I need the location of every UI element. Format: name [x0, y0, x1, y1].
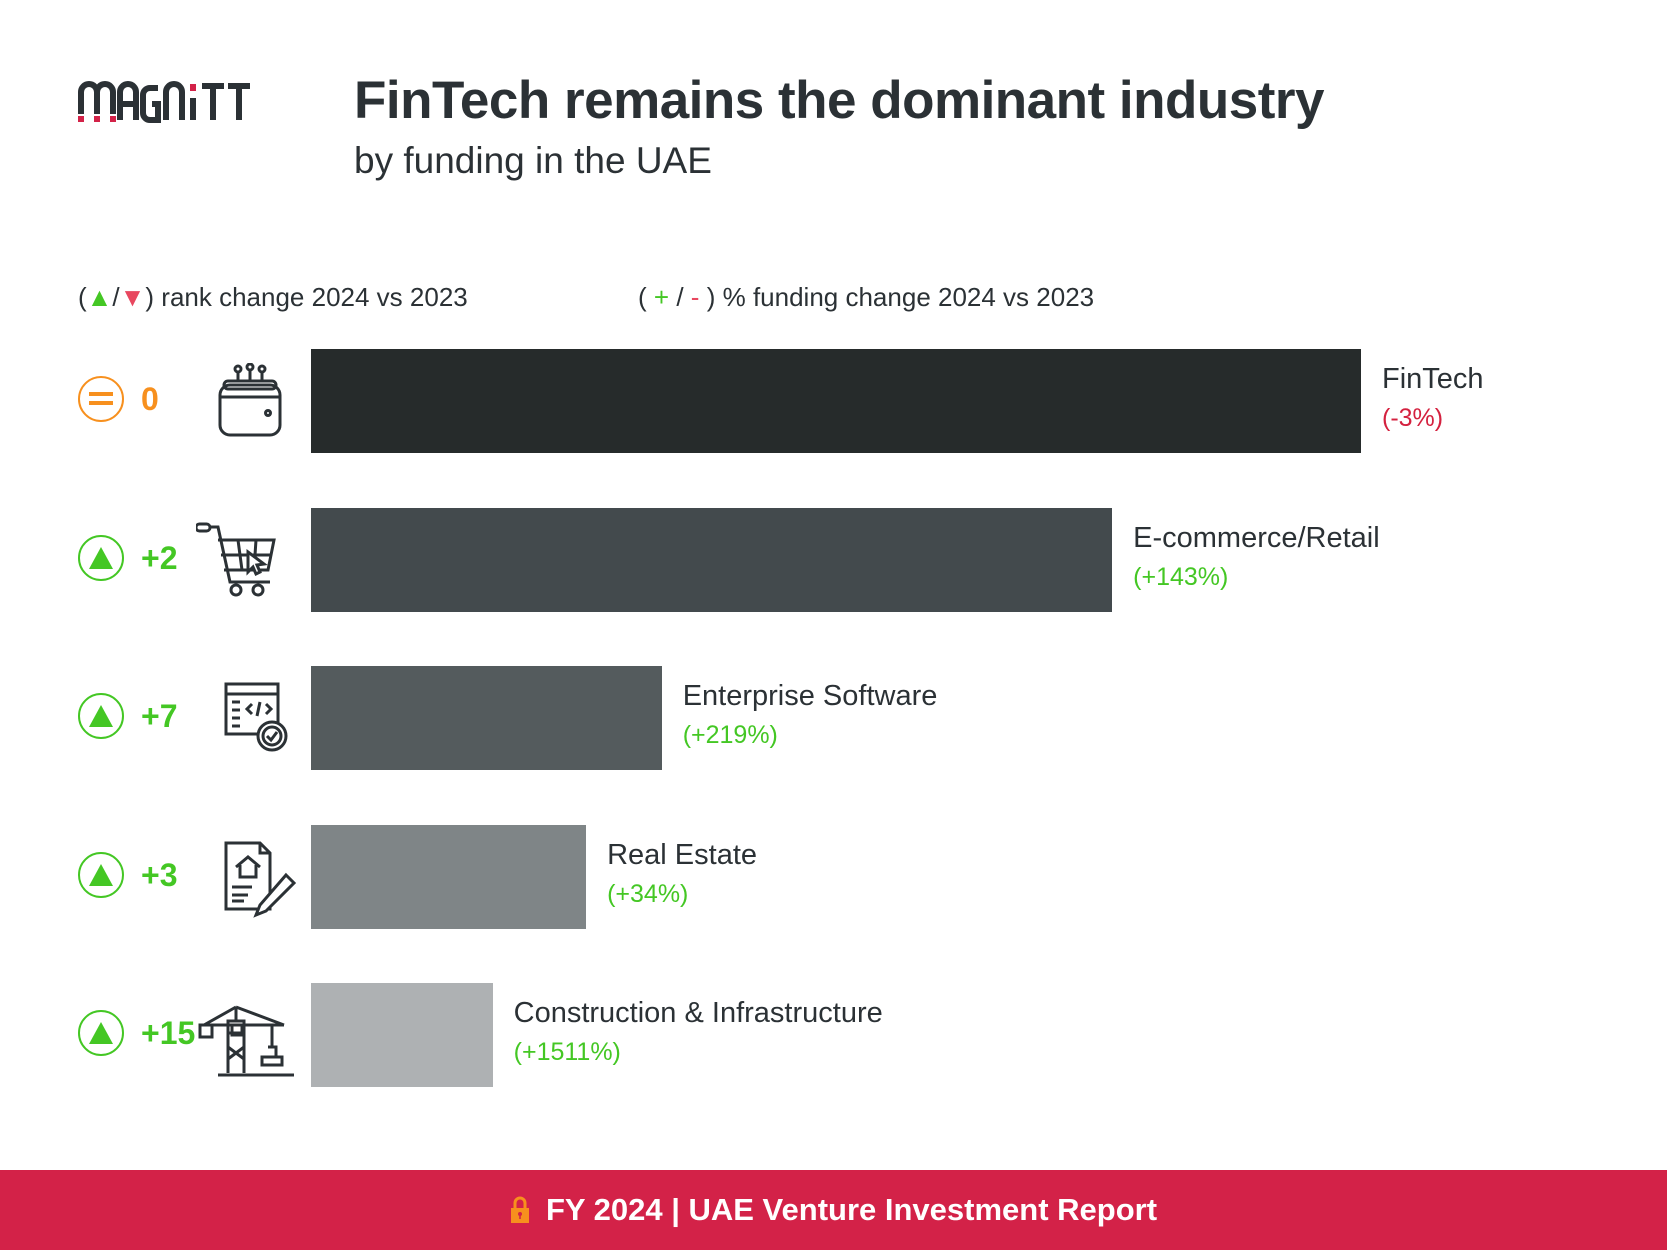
bar-row: +2 E-commerce/Retail (+143%) [0, 507, 1667, 612]
shopping-cart-icon [196, 522, 276, 596]
legend-funding-change: ( + / - ) % funding change 2024 vs 2023 [638, 282, 1094, 313]
rank-up-icon [78, 851, 124, 898]
magnitt-logo [78, 81, 250, 123]
rank-change-label: +7 [141, 698, 178, 734]
category-label: Real Estate [607, 838, 758, 871]
down-triangle-icon: ▼ [119, 282, 146, 312]
funding-change-label: (+143%) [1133, 562, 1229, 591]
bar-row: +15 Construction & Infrastructure (+1511%) [0, 983, 1667, 1087]
rank-change-label: +15 [141, 1015, 196, 1051]
legend-rank-change: (▲/▼) rank change 2024 vs 2023 [78, 282, 468, 313]
bar-row: 0 FinTech (-3%) [0, 349, 1667, 453]
funding-change-label: (+219%) [682, 721, 778, 749]
legend-sep: / [676, 282, 684, 312]
legend-rank-text: rank change 2024 vs 2023 [161, 282, 468, 312]
lock-icon [510, 1196, 529, 1223]
rank-up-icon [78, 534, 124, 581]
rank-equal-icon [78, 376, 124, 422]
funding-change-label: (-3%) [1382, 404, 1444, 432]
footer-text: FY 2024 | UAE Venture Investment Report [545, 1192, 1158, 1227]
bar [311, 507, 1113, 612]
bar-label: Enterprise Software (+219%) [683, 680, 938, 750]
page-subtitle: by funding in the UAE [354, 140, 712, 181]
bar-label: FinTech (-3%) [1382, 363, 1484, 433]
rank-up-icon [78, 693, 124, 739]
category-label: Construction & Infrastructure [513, 997, 883, 1029]
legend-paren: ) [706, 282, 716, 312]
up-triangle-icon: ▲ [86, 282, 113, 312]
bar-label: E-commerce/Retail (+143%) [1133, 522, 1380, 592]
rank-up-icon [78, 1010, 124, 1056]
funding-change-label: (+1511%) [513, 1038, 621, 1066]
bar-label: Real Estate (+34%) [607, 839, 757, 909]
bar-row: +3 Real Estate (+34%) [0, 824, 1667, 929]
funding-change-label: (+34%) [607, 879, 689, 908]
bar-label: Construction & Infrastructure (+1511%) [514, 997, 883, 1067]
legend-minus: - [690, 282, 700, 312]
legend-paren: ( [78, 282, 87, 312]
legend-sep: / [112, 282, 120, 312]
real-estate-contract-icon [224, 841, 297, 918]
legend-paren: ( [638, 282, 647, 312]
bar [311, 983, 493, 1087]
legend-funding-text: % funding change 2024 vs 2023 [722, 282, 1095, 312]
category-label: E-commerce/Retail [1133, 521, 1380, 554]
rank-change-label: +2 [141, 539, 178, 576]
rank-change-label: +3 [141, 856, 178, 893]
bar-row: +7 Enterprise Software (+219%) [0, 666, 1667, 770]
bar [311, 666, 662, 770]
digital-wallet-icon [218, 363, 282, 437]
bar [311, 824, 587, 929]
footer-banner: FY 2024 | UAE Venture Investment Report [0, 1170, 1667, 1250]
bar [311, 349, 1361, 453]
software-code-icon [224, 682, 288, 752]
legend-paren: ) [145, 282, 155, 312]
category-label: Enterprise Software [682, 680, 938, 712]
rank-change-label: 0 [141, 381, 159, 417]
category-label: FinTech [1382, 363, 1484, 395]
legend-plus: + [653, 282, 670, 312]
page-title: FinTech remains the dominant industry [354, 71, 1324, 130]
construction-crane-icon [198, 1005, 294, 1077]
